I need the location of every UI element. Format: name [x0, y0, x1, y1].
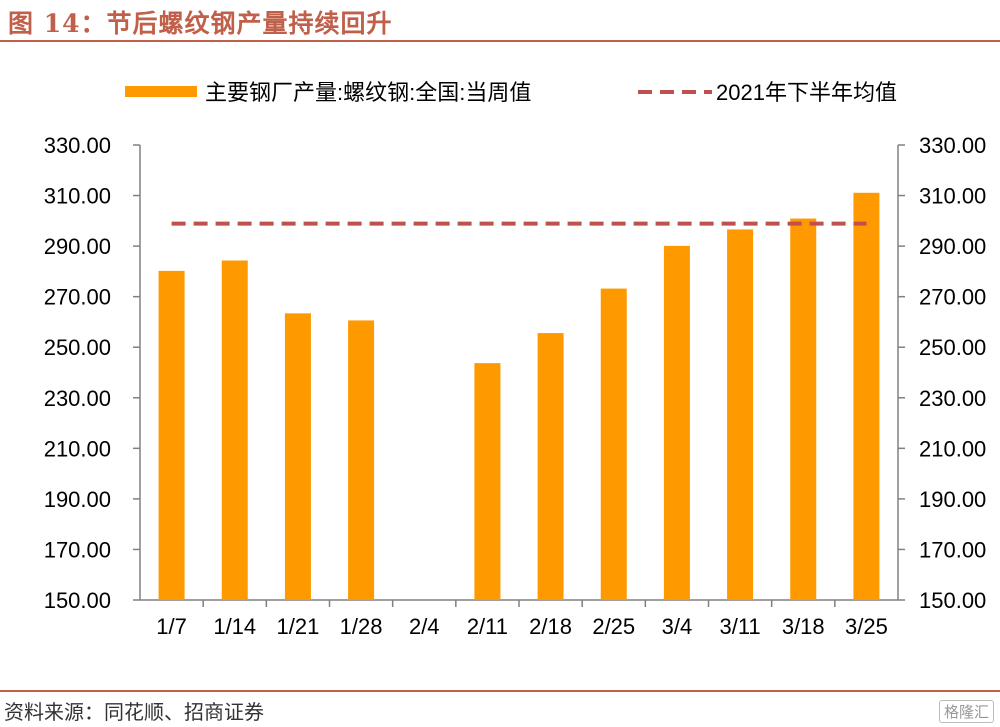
y-tick-label: 290.00	[44, 234, 111, 259]
x-tick-label: 1/21	[277, 614, 320, 639]
y-tick-label-right: 270.00	[919, 285, 986, 310]
watermark-logo: 格隆汇	[938, 700, 994, 723]
bar	[790, 218, 817, 600]
bar	[727, 229, 754, 600]
bar	[284, 313, 311, 600]
y-tick-label: 210.00	[44, 436, 111, 461]
legend-line-label: 2021年下半年均值	[716, 80, 897, 105]
y-tick-label-right: 250.00	[919, 335, 986, 360]
bar	[600, 288, 627, 600]
bar	[663, 245, 690, 600]
chart-axes	[139, 145, 899, 601]
y-tick-label: 190.00	[44, 487, 111, 512]
y-tick-label-right: 190.00	[919, 487, 986, 512]
x-tick-label: 3/4	[662, 614, 693, 639]
bar	[853, 192, 880, 600]
right-y-axis-ticks: 150.00 170.00 190.00 210.00 230.00 250.00 270.…	[898, 133, 986, 613]
y-tick-label-right: 170.00	[919, 537, 986, 562]
y-tick-label: 330.00	[44, 133, 111, 158]
footer-rule	[0, 690, 1000, 692]
x-axis-labels: 1/7 1/14 1/21 1/28 2/4 2/11 2/18 2/25 3/4 3/11 3/1…	[156, 600, 888, 639]
source-note: 资料来源：同花顺、招商证券	[4, 700, 264, 724]
y-tick-label-right: 210.00	[919, 436, 986, 461]
left-y-axis-ticks: 150.00 170.00 190.00 210.00 230.00 250.00 270.…	[44, 133, 140, 613]
y-tick-label: 250.00	[44, 335, 111, 360]
bars	[158, 192, 880, 600]
x-tick-label: 2/11	[467, 614, 508, 639]
y-tick-label: 310.00	[44, 184, 111, 209]
x-tick-label: 2/18	[529, 614, 572, 639]
x-tick-label: 3/25	[845, 614, 888, 639]
x-tick-label: 1/14	[213, 614, 256, 639]
y-tick-label: 270.00	[44, 285, 111, 310]
x-tick-label: 3/11	[719, 614, 760, 639]
legend-bar-label: 主要钢厂产量:螺纹钢:全国:当周值	[205, 80, 531, 105]
bar	[221, 260, 248, 600]
title-rule	[0, 40, 1000, 42]
bar	[158, 270, 185, 600]
bar	[537, 333, 564, 600]
y-tick-label: 170.00	[44, 537, 111, 562]
figure-title: 图 14：节后螺纹钢产量持续回升	[8, 9, 393, 38]
x-tick-label: 2/25	[592, 614, 635, 639]
bar	[474, 363, 501, 600]
chart-legend: 主要钢厂产量:螺纹钢:全国:当周值 2021年下半年均值	[125, 80, 897, 105]
y-tick-label-right: 150.00	[919, 588, 986, 613]
y-tick-label-right: 230.00	[919, 386, 986, 411]
legend-bar-swatch	[125, 86, 197, 97]
x-tick-label: 2/4	[409, 614, 440, 639]
x-tick-label: 1/7	[156, 614, 187, 639]
bar	[348, 320, 375, 600]
y-tick-label: 150.00	[44, 588, 111, 613]
x-tick-label: 3/18	[782, 614, 825, 639]
bar-chart: 主要钢厂产量:螺纹钢:全国:当周值 2021年下半年均值 150.00 170.0…	[44, 80, 987, 639]
y-tick-label-right: 330.00	[919, 133, 986, 158]
x-tick-label: 1/28	[340, 614, 383, 639]
y-tick-label: 230.00	[44, 386, 111, 411]
y-tick-label-right: 290.00	[919, 234, 986, 259]
y-tick-label-right: 310.00	[919, 184, 986, 209]
